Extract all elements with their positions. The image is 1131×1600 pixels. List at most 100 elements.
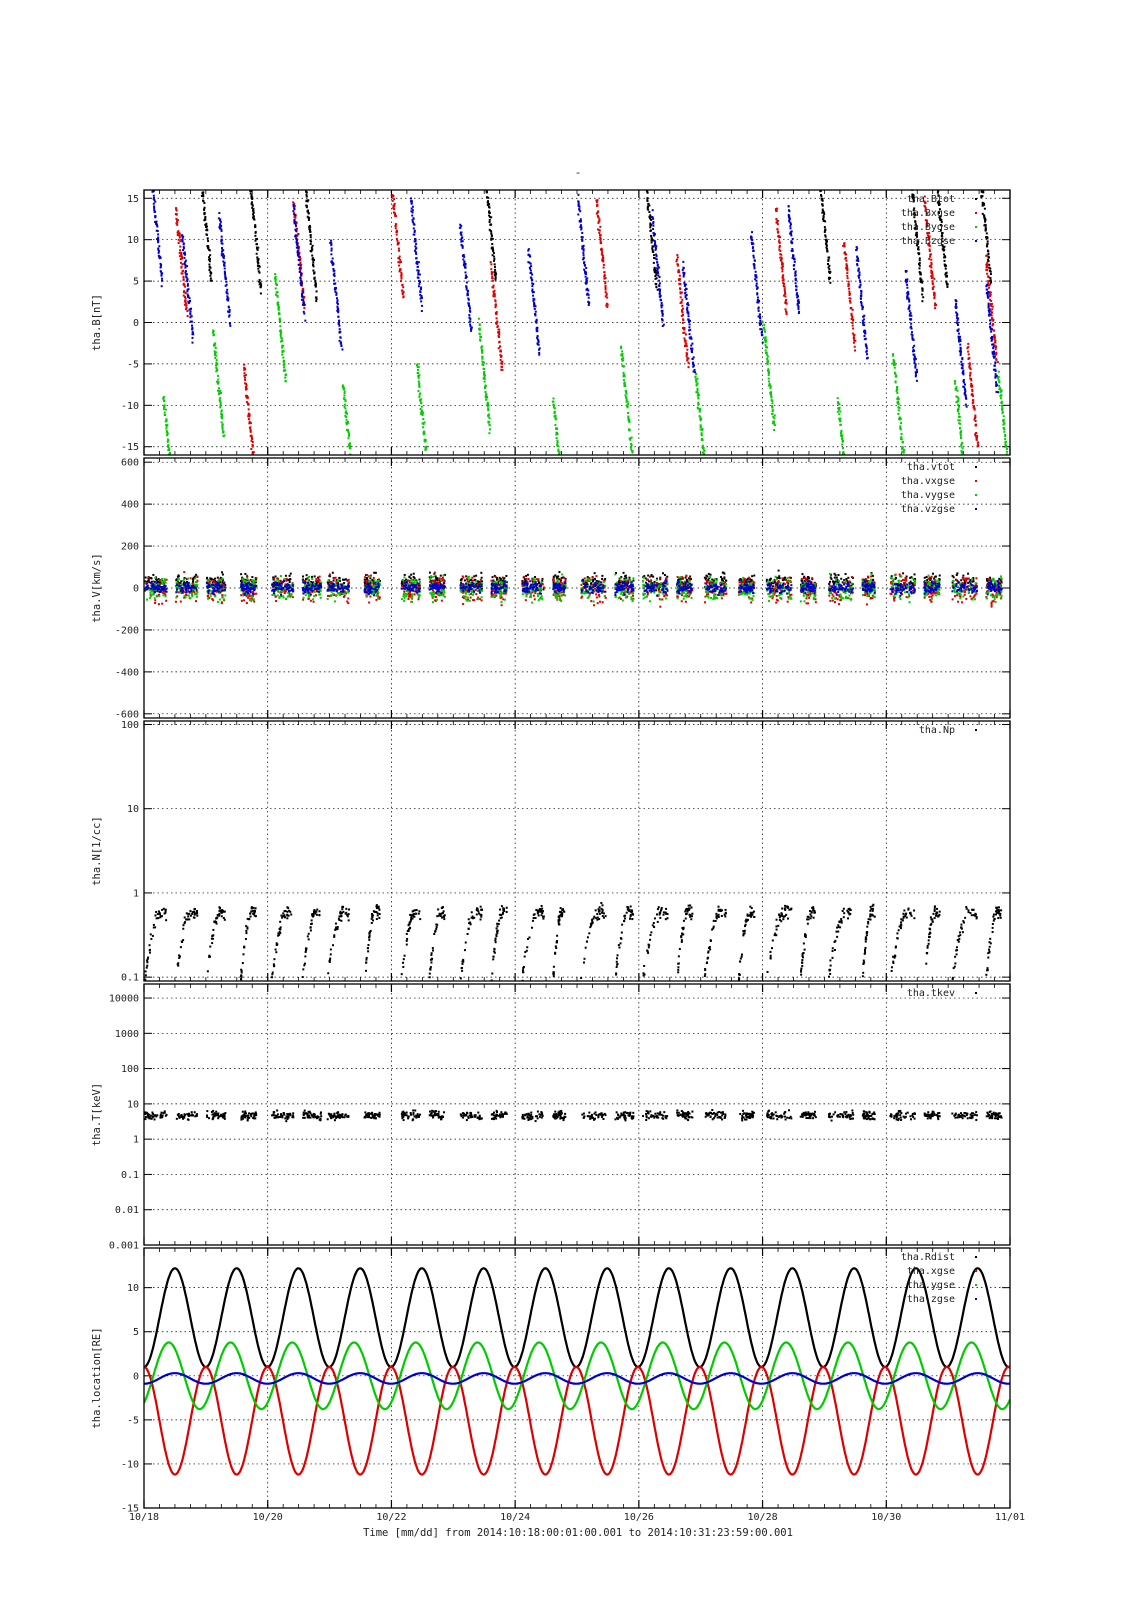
data-point xyxy=(758,315,761,318)
data-point xyxy=(553,411,556,414)
data-point xyxy=(427,467,429,469)
data-point xyxy=(911,195,914,198)
data-point xyxy=(936,186,938,188)
data-point xyxy=(485,190,488,192)
data-point xyxy=(180,255,183,258)
data-point xyxy=(791,237,794,240)
data-point xyxy=(994,375,997,378)
data-point xyxy=(931,270,934,273)
data-point xyxy=(244,572,247,575)
data-point xyxy=(936,191,939,194)
data-point xyxy=(217,381,220,384)
data-point xyxy=(275,589,278,592)
data-point xyxy=(410,210,413,213)
data-point xyxy=(151,177,153,179)
data-point xyxy=(791,249,794,252)
data-point xyxy=(682,328,685,331)
data-point xyxy=(696,394,699,397)
data-point xyxy=(923,195,926,198)
data-point xyxy=(897,398,900,401)
data-point xyxy=(903,463,905,465)
data-point xyxy=(784,293,787,296)
data-point xyxy=(336,299,339,302)
data-point xyxy=(846,494,848,496)
data-point xyxy=(985,254,988,257)
data-point xyxy=(180,251,183,254)
data-point xyxy=(755,284,758,287)
data-point xyxy=(243,374,246,377)
data-point xyxy=(299,269,302,272)
data-point xyxy=(767,372,770,375)
data-point xyxy=(777,231,780,234)
data-point xyxy=(824,234,827,237)
data-point xyxy=(651,209,654,212)
data-point xyxy=(962,380,965,383)
data-point xyxy=(311,581,314,584)
data-point xyxy=(839,417,842,420)
data-point xyxy=(219,225,222,228)
data-point xyxy=(340,341,343,344)
data-point xyxy=(311,254,314,257)
data-point xyxy=(345,418,348,421)
data-point xyxy=(242,594,245,597)
data-point xyxy=(981,188,983,190)
data-point xyxy=(184,285,187,288)
data-point xyxy=(241,581,244,584)
data-point xyxy=(245,585,248,588)
data-point xyxy=(305,190,308,193)
data-point xyxy=(658,266,661,269)
data-point xyxy=(991,351,994,354)
data-point xyxy=(981,184,983,186)
data-point xyxy=(704,462,706,464)
data-point xyxy=(676,254,679,257)
data-point xyxy=(288,574,291,577)
data-point xyxy=(1003,422,1006,425)
data-point xyxy=(157,248,160,251)
data-point xyxy=(946,285,949,288)
data-point xyxy=(177,242,180,245)
data-point xyxy=(937,184,939,186)
data-point xyxy=(412,233,415,236)
data-point xyxy=(921,288,924,291)
data-point xyxy=(846,484,848,486)
data-point xyxy=(352,477,354,479)
data-point xyxy=(930,261,933,264)
data-point xyxy=(220,239,223,242)
data-point xyxy=(209,589,212,592)
data-point xyxy=(222,585,225,588)
data-point xyxy=(552,397,555,400)
data-point xyxy=(989,267,992,270)
data-point xyxy=(305,578,308,581)
data-point xyxy=(988,311,991,314)
data-point xyxy=(687,318,690,321)
data-point xyxy=(184,596,187,599)
data-point xyxy=(294,222,297,225)
data-point xyxy=(182,275,185,278)
data-point xyxy=(485,191,488,194)
data-point xyxy=(402,286,405,289)
data-point xyxy=(285,585,288,588)
data-point xyxy=(846,274,849,277)
data-point xyxy=(308,224,311,227)
data-point xyxy=(564,504,566,506)
data-point xyxy=(581,245,584,248)
data-point xyxy=(221,571,224,574)
data-point xyxy=(906,280,909,283)
data-point xyxy=(1005,447,1008,450)
data-point xyxy=(915,231,918,234)
data-point xyxy=(152,590,155,593)
data-point xyxy=(399,258,402,261)
data-point xyxy=(556,441,559,444)
data-point xyxy=(928,231,931,234)
data-point xyxy=(183,295,186,298)
data-point xyxy=(317,578,320,581)
data-point xyxy=(225,283,228,286)
data-point xyxy=(392,205,395,208)
data-point xyxy=(910,322,913,325)
data-point xyxy=(310,575,313,578)
data-point xyxy=(493,273,496,276)
data-point xyxy=(934,307,937,310)
data-point xyxy=(204,216,207,219)
data-point xyxy=(656,271,659,274)
data-point xyxy=(847,488,849,490)
